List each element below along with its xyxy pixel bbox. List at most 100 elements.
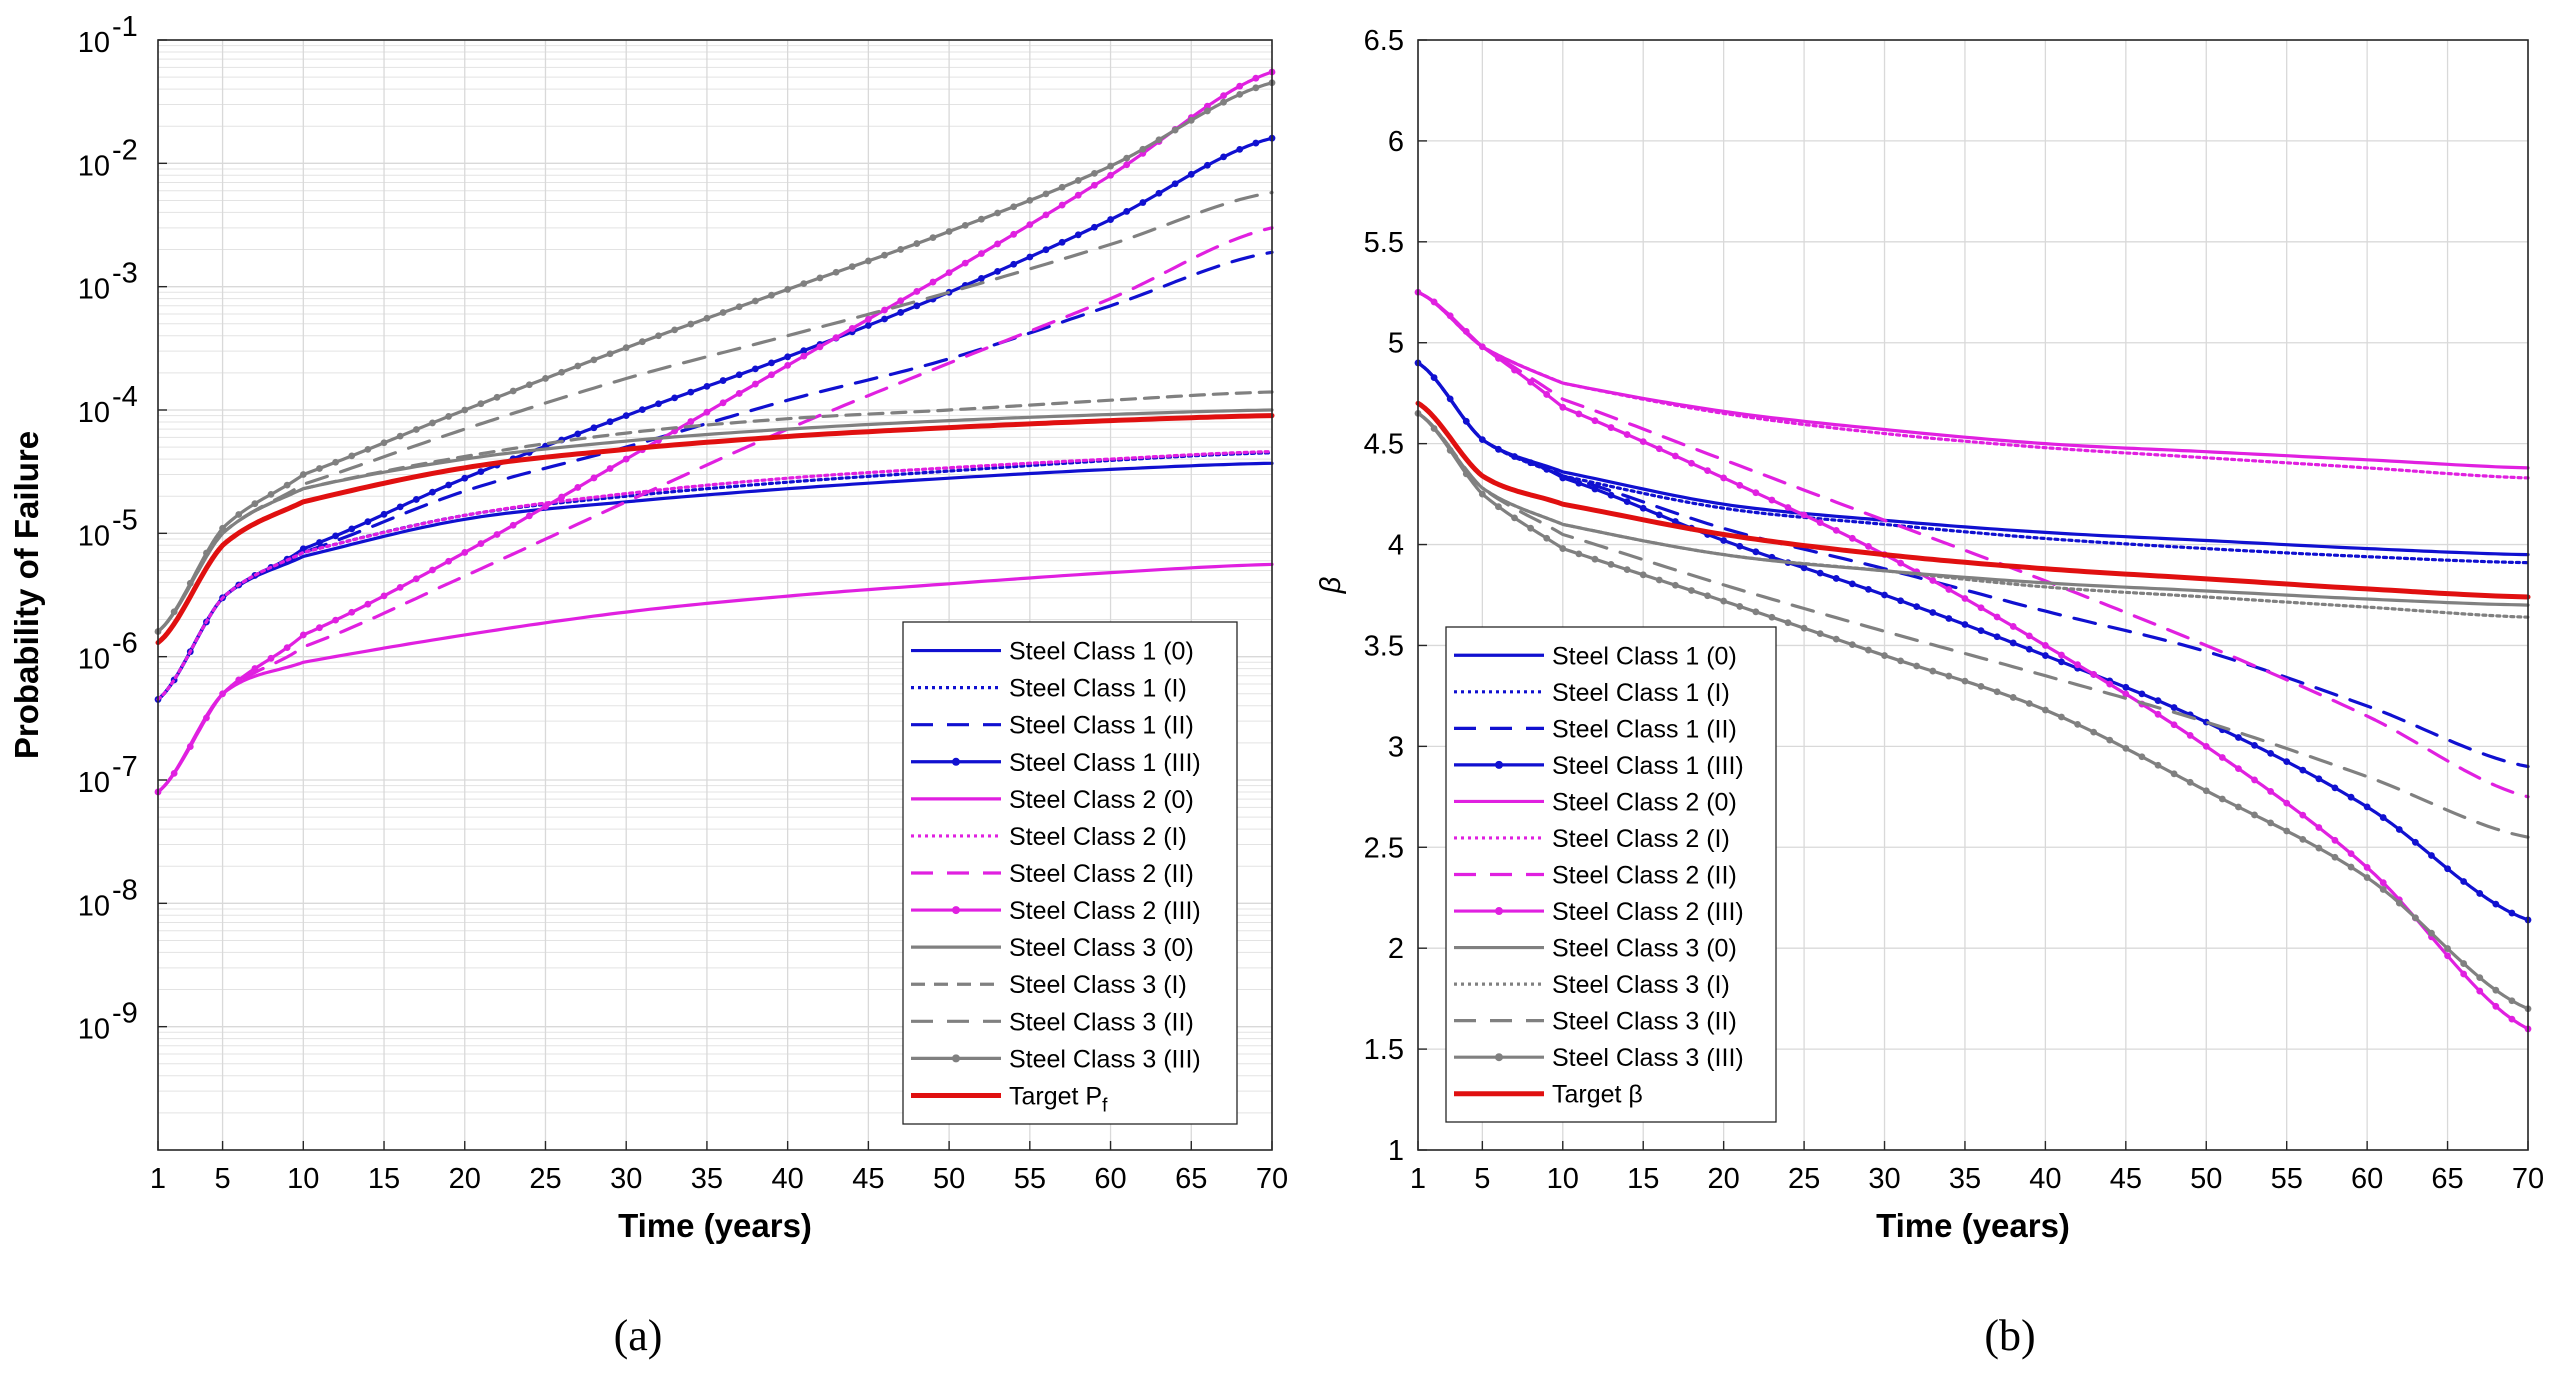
series-point — [735, 303, 743, 311]
series-point — [2315, 775, 2323, 783]
series-point — [1784, 619, 1792, 627]
series-point — [1865, 646, 1872, 654]
legend-marker — [1495, 907, 1503, 916]
series-line — [156, 226, 1274, 794]
x-tick-label: 65 — [2431, 1163, 2463, 1195]
series-point — [429, 419, 436, 427]
series-point — [1591, 485, 1599, 493]
series-point — [2444, 952, 2451, 960]
series-line — [1416, 290, 2530, 480]
series-point — [1607, 561, 1615, 568]
series-point — [2122, 744, 2130, 752]
series-point — [622, 455, 630, 463]
series-point — [1848, 641, 1856, 649]
series-point — [2331, 836, 2339, 844]
series-point — [2363, 864, 2371, 871]
series-point — [2476, 974, 2484, 982]
series-point — [1559, 474, 1567, 482]
series-point — [751, 365, 759, 373]
series-point — [235, 676, 243, 684]
series-point — [848, 263, 856, 270]
y-tick-exponent: -7 — [112, 751, 138, 783]
series-point — [1945, 586, 1953, 593]
series-group — [154, 68, 1276, 796]
series-point — [2411, 838, 2419, 846]
series-point — [784, 353, 792, 361]
series-point — [2251, 776, 2258, 784]
legend-label: Steel Class 3 (I) — [1552, 971, 1730, 999]
series-point — [1010, 260, 1018, 268]
series-point — [1929, 609, 1937, 616]
y-tick-label: 1 — [1388, 1135, 1404, 1167]
series-line — [1415, 400, 2531, 600]
series-point — [1977, 682, 1985, 690]
series-point — [2025, 645, 2033, 653]
series-point — [1236, 82, 1244, 90]
series-point — [2331, 784, 2339, 792]
series-point — [1832, 575, 1840, 582]
series-point — [445, 481, 453, 489]
series-point — [2379, 886, 2387, 893]
series-point — [1607, 491, 1615, 499]
y-tick-label: 10 — [78, 27, 110, 59]
series-point — [1236, 145, 1244, 153]
series-point — [2170, 770, 2178, 778]
series-point — [1430, 298, 1438, 306]
legend: Steel Class 1 (0) Steel Class 1 (I) Steel … — [1445, 626, 1777, 1123]
series-point — [2009, 694, 2017, 701]
series-point — [574, 430, 582, 438]
series-point — [1897, 559, 1905, 567]
series-point — [1736, 481, 1744, 489]
series-point — [1704, 592, 1711, 600]
x-tick-label: 10 — [287, 1163, 319, 1195]
series-point — [316, 624, 323, 632]
series-point — [1074, 231, 1082, 239]
series-point — [299, 545, 307, 553]
series-point — [751, 380, 759, 388]
series-point — [1058, 238, 1066, 246]
x-tick-label: 10 — [1547, 1163, 1579, 1195]
series-point — [251, 665, 259, 672]
series-line — [156, 562, 1274, 794]
x-tick-label: 40 — [2029, 1163, 2061, 1195]
series-point — [1495, 445, 1502, 453]
series-point — [1945, 615, 1953, 622]
series-point — [1575, 410, 1583, 418]
series-point — [1913, 662, 1921, 670]
series-point — [445, 557, 453, 565]
axes-box — [157, 39, 1273, 1151]
series-point — [1752, 489, 1760, 497]
series-point — [2347, 793, 2355, 801]
series-point — [1462, 328, 1470, 335]
series-point — [2186, 732, 2194, 739]
series-point — [977, 275, 985, 282]
x-axis-title: Time (years) — [1876, 1207, 2070, 1244]
series-point — [2122, 683, 2130, 691]
series-point — [1816, 630, 1824, 638]
x-tick-label: 55 — [2271, 1163, 2303, 1195]
series-point — [429, 566, 436, 574]
series-point — [2202, 742, 2210, 750]
legend-label: Steel Class 2 (I) — [1552, 825, 1730, 853]
series-point — [1495, 354, 1502, 362]
series-point — [1058, 201, 1066, 209]
series-point — [832, 334, 840, 342]
x-tick-label: 55 — [1014, 1163, 1046, 1195]
y-tick-label: 5.5 — [1364, 227, 1404, 259]
series-point — [1511, 514, 1518, 522]
series-point — [2154, 761, 2162, 769]
series-point — [929, 278, 937, 286]
x-tick-label: 60 — [1094, 1163, 1126, 1195]
series-point — [1204, 107, 1211, 115]
x-tick-label: 1 — [1410, 1163, 1426, 1195]
series-point — [703, 408, 711, 416]
series-point — [1462, 417, 1470, 425]
legend-label: Steel Class 2 (0) — [1552, 788, 1737, 816]
series-point — [1575, 550, 1583, 558]
series-point — [2235, 734, 2242, 741]
series-point — [445, 413, 453, 420]
series-point — [1623, 566, 1631, 574]
series-point — [493, 531, 501, 538]
